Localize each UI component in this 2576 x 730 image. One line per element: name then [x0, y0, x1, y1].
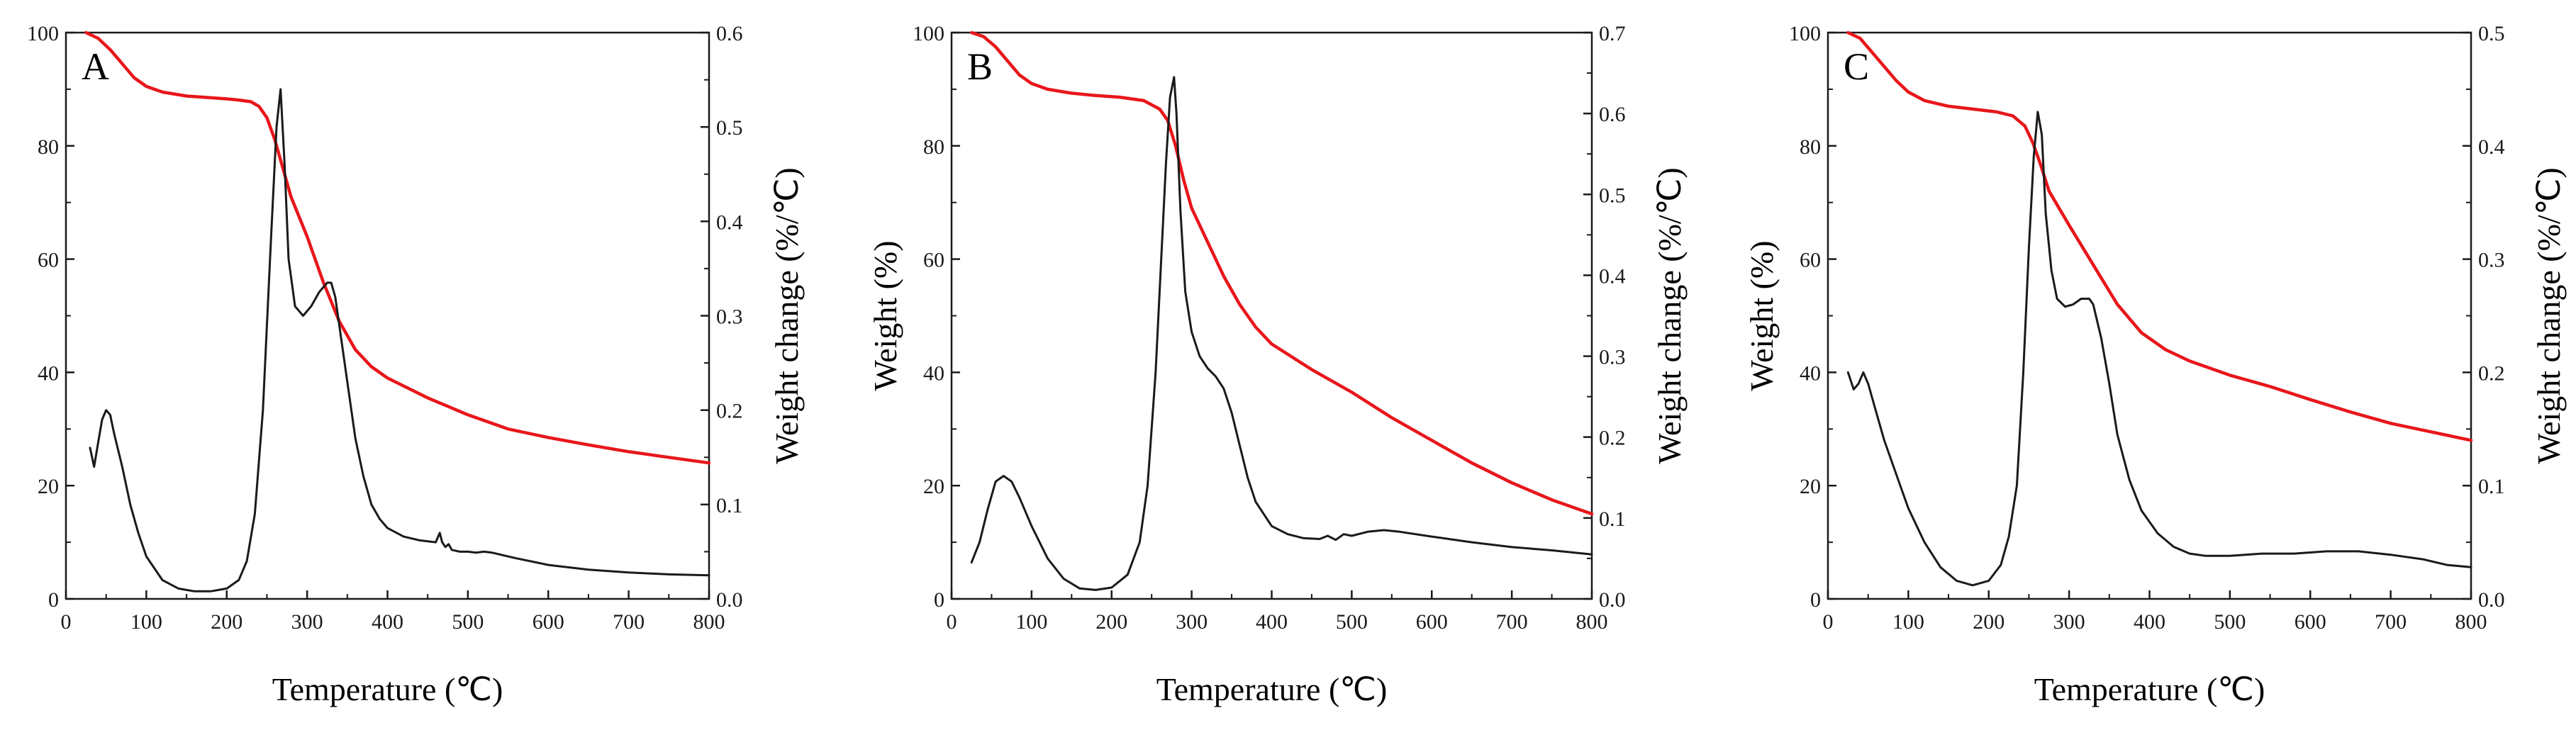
y-right-tick-label: 0.1 [2478, 475, 2505, 498]
x-tick-label: 0 [947, 610, 957, 634]
x-tick-label: 700 [2375, 610, 2407, 634]
x-axis-title: Temperature (℃) [1156, 671, 1388, 707]
x-tick-label: 500 [452, 610, 484, 634]
y-right-tick-label: 0.3 [716, 305, 743, 329]
y-right-tick-label: 0.3 [1599, 346, 1626, 369]
weight-curve [969, 30, 1594, 516]
plot-frame [950, 31, 1593, 600]
plot-frame [1827, 31, 2472, 600]
y-left-tick-label: 40 [1800, 361, 1821, 385]
panel-label: B [967, 45, 993, 88]
x-tick-label: 400 [1256, 610, 1288, 634]
panel-label: A [82, 45, 109, 88]
y-right-tick-label: 0.2 [2478, 361, 2505, 385]
x-tick-label: 100 [1892, 610, 1924, 634]
x-axis-title: Temperature (℃) [2034, 671, 2265, 707]
y-left-tick-label: 20 [923, 475, 944, 498]
weight-change-curve [89, 88, 710, 593]
y-left-tick-label: 40 [923, 361, 944, 385]
x-axis-title: Temperature (℃) [272, 671, 503, 707]
x-tick-label: 800 [2455, 610, 2487, 634]
plot-frame [65, 31, 710, 600]
x-tick-label: 300 [291, 610, 323, 634]
y-left-axis-title: Weight (%) [1744, 240, 1780, 391]
y-right-tick-label: 0.2 [1599, 427, 1626, 450]
y-right-tick-label: 0.0 [2478, 588, 2505, 612]
y-left-tick-label: 80 [1800, 135, 1821, 159]
weight-change-curve [1846, 111, 2472, 587]
chart-panel-c: 0 100 200 300 400 500 600 700 800 0 20 40 60 80 100 0.0… [1744, 22, 2567, 707]
x-tick-label: 600 [1416, 610, 1448, 634]
x-tick-label: 700 [1496, 610, 1528, 634]
y-left-tick-label: 60 [1800, 249, 1821, 272]
y-left-tick-label: 100 [913, 22, 944, 45]
x-tick-label: 800 [1576, 610, 1608, 634]
y-left-axis-title: Weight (%) [867, 240, 903, 391]
y-right-tick-label: 0.4 [2478, 135, 2505, 159]
y-left-tick-label: 0 [48, 588, 59, 612]
x-tick-label: 300 [1176, 610, 1208, 634]
y-left-tick-label: 20 [1800, 475, 1821, 498]
x-tick-label: 0 [61, 610, 72, 634]
weight-curve [1846, 30, 2473, 442]
weight-curve [84, 30, 711, 465]
x-tick-label: 100 [130, 610, 162, 634]
y-left-tick-label: 80 [923, 135, 944, 159]
x-tick-label: 400 [2134, 610, 2165, 634]
y-right-axis-title: Weight change (%/℃) [769, 167, 805, 464]
panel-label: C [1844, 45, 1869, 88]
x-tick-label: 200 [1095, 610, 1127, 634]
x-tick-label: 600 [533, 610, 564, 634]
x-tick-label: 500 [1336, 610, 1368, 634]
y-right-tick-label: 0.5 [1599, 184, 1626, 207]
y-left-tick-label: 40 [38, 361, 59, 385]
x-tick-label: 800 [693, 610, 725, 634]
y-right-tick-label: 0.0 [1599, 588, 1626, 612]
chart-panel-a: 0 100 200 300 400 500 600 700 800 0 20 40 60 80 100 0.0… [27, 22, 805, 707]
y-right-tick-label: 0.0 [716, 588, 743, 612]
y-left-tick-label: 60 [923, 249, 944, 272]
y-left-tick-label: 0 [1810, 588, 1821, 612]
x-tick-label: 700 [613, 610, 645, 634]
chart-panel-b: 0 100 200 300 400 500 600 700 800 0 20 40 60 80 100 0.0… [867, 22, 1688, 707]
x-tick-label: 200 [211, 610, 242, 634]
weight-change-curve [970, 76, 1593, 591]
y-left-tick-label: 100 [1789, 22, 1821, 45]
y-right-tick-label: 0.5 [2478, 22, 2505, 45]
y-right-axis-title: Weight change (%/℃) [1651, 167, 1688, 464]
y-right-tick-label: 0.2 [716, 400, 743, 423]
x-tick-label: 0 [1823, 610, 1834, 634]
x-tick-label: 300 [2053, 610, 2085, 634]
y-right-tick-label: 0.1 [716, 494, 743, 517]
y-right-tick-label: 0.5 [716, 116, 743, 140]
y-right-tick-label: 0.7 [1599, 22, 1626, 45]
x-tick-label: 100 [1015, 610, 1047, 634]
y-right-tick-label: 0.3 [2478, 249, 2505, 272]
x-tick-label: 600 [2295, 610, 2326, 634]
x-tick-label: 500 [2214, 610, 2246, 634]
y-right-tick-label: 0.4 [1599, 264, 1626, 288]
y-left-tick-label: 100 [27, 22, 59, 45]
x-tick-label: 200 [1973, 610, 2005, 634]
y-left-tick-label: 60 [38, 249, 59, 272]
y-right-tick-label: 0.4 [716, 210, 743, 234]
y-right-tick-label: 0.6 [1599, 103, 1626, 126]
y-left-tick-label: 80 [38, 135, 59, 159]
y-left-tick-label: 0 [934, 588, 944, 612]
x-tick-label: 400 [372, 610, 403, 634]
y-right-axis-title: Weight change (%/℃) [2531, 167, 2567, 464]
y-right-tick-label: 0.6 [716, 22, 743, 45]
y-right-tick-label: 0.1 [1599, 507, 1626, 531]
y-left-tick-label: 20 [38, 475, 59, 498]
